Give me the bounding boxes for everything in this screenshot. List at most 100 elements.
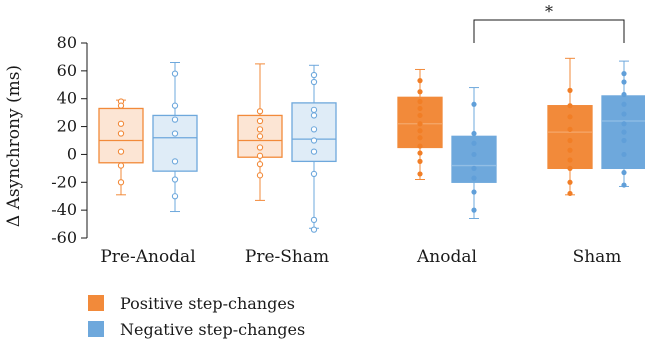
data-point xyxy=(621,91,627,98)
box-negative-pre-anodal xyxy=(152,62,198,213)
data-point xyxy=(310,216,318,224)
data-point xyxy=(471,189,477,195)
data-point xyxy=(417,171,423,177)
data-point xyxy=(567,179,573,185)
y-tick-label: 0 xyxy=(67,144,77,163)
data-point xyxy=(171,116,179,123)
data-point xyxy=(621,121,627,127)
data-point xyxy=(417,150,423,156)
data-point xyxy=(256,144,264,151)
legend: Positive step-changes Negative step-chan… xyxy=(88,290,305,342)
data-point xyxy=(471,207,477,213)
data-point xyxy=(417,158,423,164)
data-point xyxy=(256,117,264,125)
data-point xyxy=(310,226,318,233)
data-point xyxy=(567,157,573,163)
data-point xyxy=(117,162,125,169)
data-point xyxy=(256,108,264,115)
data-point xyxy=(310,170,318,178)
data-point xyxy=(117,102,125,109)
data-point xyxy=(171,130,179,137)
data-point xyxy=(567,190,573,197)
data-point xyxy=(567,126,573,132)
significance-annotation: * xyxy=(473,2,625,43)
box-groups xyxy=(98,57,645,233)
data-point xyxy=(117,120,125,127)
data-point xyxy=(171,70,179,77)
box-positive-anodal xyxy=(397,68,443,180)
data-point xyxy=(310,71,318,79)
y-tick-label: -60 xyxy=(51,228,77,247)
data-point xyxy=(256,152,264,159)
data-point xyxy=(171,102,179,109)
box-negative-sham xyxy=(601,60,645,188)
data-point xyxy=(417,128,423,134)
legend-label-positive: Positive step-changes xyxy=(120,293,296,313)
data-point xyxy=(310,106,318,114)
data-point xyxy=(621,137,627,144)
x-category-label: Pre-Sham xyxy=(245,247,329,267)
data-point xyxy=(417,121,423,127)
data-point xyxy=(117,179,125,186)
data-point xyxy=(256,126,264,133)
data-point xyxy=(310,78,318,86)
box-negative-pre-sham xyxy=(291,64,337,233)
significance-star: * xyxy=(545,2,553,21)
y-tick-label: -40 xyxy=(51,200,77,219)
box-positive-pre-sham xyxy=(237,63,283,201)
y-axis: -60 -40 -20 0 20 40 60 80 xyxy=(51,33,88,247)
box-positive-pre-anodal xyxy=(98,98,144,196)
data-point xyxy=(417,78,423,84)
data-point xyxy=(567,165,573,171)
data-point xyxy=(471,101,477,107)
data-point xyxy=(171,158,179,165)
legend-swatch-positive xyxy=(88,295,104,311)
legend-item-positive: Positive step-changes xyxy=(88,290,305,316)
data-point xyxy=(621,182,627,188)
box-plot-chart: -60 -40 -20 0 20 40 60 80 * Pre-Anodal Pre-Sham A… xyxy=(4,2,645,267)
data-point xyxy=(117,148,125,155)
data-point xyxy=(567,114,573,120)
data-point xyxy=(471,175,477,181)
data-point xyxy=(256,133,264,140)
data-point xyxy=(621,71,627,77)
data-point xyxy=(471,130,477,137)
data-point xyxy=(310,112,318,119)
data-point xyxy=(117,130,125,137)
x-category-label: Sham xyxy=(573,247,622,267)
legend-label-negative: Negative step-changes xyxy=(120,319,306,339)
data-point xyxy=(417,105,423,112)
data-point xyxy=(471,140,477,146)
data-point xyxy=(471,165,477,171)
y-tick-label: 60 xyxy=(57,61,77,80)
data-point xyxy=(417,89,423,95)
data-point xyxy=(621,111,627,117)
data-point xyxy=(171,193,179,200)
x-axis-labels: Pre-Anodal Pre-Sham Anodal Sham xyxy=(100,247,621,267)
y-tick-label: 40 xyxy=(57,89,77,108)
data-point xyxy=(417,112,423,119)
data-point xyxy=(621,151,627,158)
y-tick-label: 80 xyxy=(57,33,77,52)
data-point xyxy=(310,126,318,133)
data-point xyxy=(621,79,627,85)
data-point xyxy=(171,176,179,183)
x-category-label: Anodal xyxy=(416,247,477,267)
box-positive-sham xyxy=(547,57,593,197)
data-point xyxy=(471,151,477,158)
data-point xyxy=(256,172,264,179)
legend-item-negative: Negative step-changes xyxy=(88,316,305,342)
x-category-label: Pre-Anodal xyxy=(100,247,195,267)
y-axis-label: Δ Asynchrony (ms) xyxy=(4,65,24,227)
data-point xyxy=(567,137,573,144)
data-point xyxy=(256,161,264,168)
data-point xyxy=(567,147,573,153)
data-point xyxy=(310,148,318,155)
data-point xyxy=(417,98,423,105)
box-negative-anodal xyxy=(451,87,497,219)
y-tick-label: -20 xyxy=(51,172,77,191)
legend-swatch-negative xyxy=(88,321,104,337)
y-tick-label: 20 xyxy=(57,117,77,136)
data-point xyxy=(567,87,573,93)
significance-bracket xyxy=(473,19,625,43)
